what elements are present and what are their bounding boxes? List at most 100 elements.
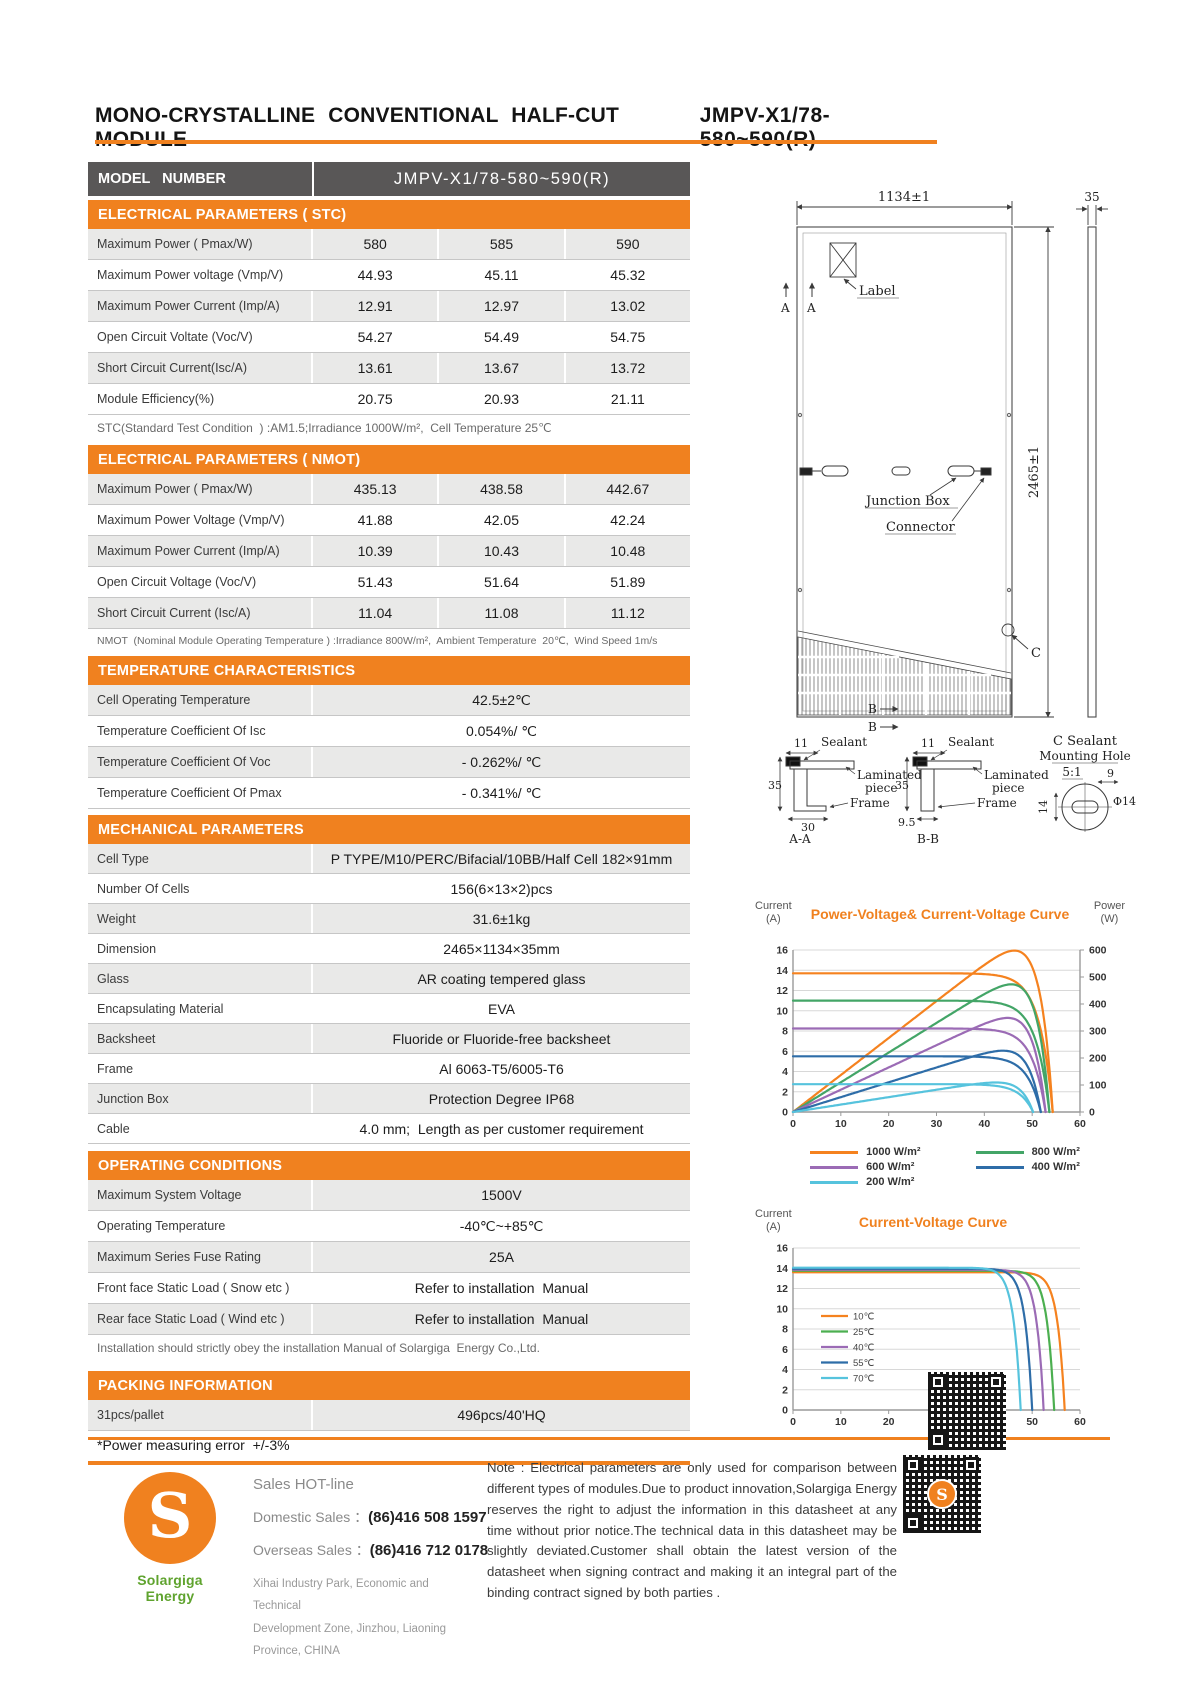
qr-finder-icon — [905, 1457, 921, 1473]
legend-item: 400 W/m² — [975, 1161, 1080, 1173]
table-row: Module Efficiency(%) 20.75 20.93 21.11 — [88, 384, 690, 415]
svg-text:12: 12 — [776, 985, 788, 997]
domestic-sales-phone: (86)416 508 1597 — [368, 1509, 487, 1526]
junction-box-group: Junction Box Connector — [799, 465, 992, 535]
sales-hotline-label: Sales HOT-line — [253, 1476, 354, 1493]
power-axis-label: Power (W) — [1094, 900, 1125, 926]
marker-a-text: A — [780, 301, 790, 315]
junction-box-text: Junction Box — [864, 494, 950, 509]
legend-item: 800 W/m² — [975, 1146, 1080, 1158]
dim-width-text: 1134±1 — [878, 190, 930, 205]
overseas-sales-phone: (86)416 712 0178 — [369, 1542, 489, 1559]
svg-text:8: 8 — [782, 1324, 788, 1336]
marker-c-text: C — [1031, 646, 1041, 661]
nmot-section: ELECTRICAL PARAMETERS ( NMOT) Maximum Po… — [88, 445, 690, 652]
section-detail-bb: 11 Sealant 35 9.5 Laminated piece Frame … — [895, 735, 1049, 846]
legend-swatch — [975, 1150, 1024, 1154]
table-row: Cable 4.0 mm; Length as per customer req… — [88, 1114, 690, 1144]
panel-side-view — [1087, 226, 1097, 718]
table-row: Glass AR coating tempered glass — [88, 964, 690, 994]
svg-text:14: 14 — [776, 965, 788, 977]
section-a-markers: A A — [780, 282, 816, 315]
legend-item: 1000 W/m² — [810, 1146, 921, 1158]
stc-note: STC(Standard Test Condition ) :AM1.5;Irr… — [97, 421, 552, 435]
laminated-piece-text: piece — [865, 781, 897, 795]
dim-height-text: 2465±1 — [1027, 446, 1042, 498]
dim-35-text: 35 — [895, 779, 909, 792]
svg-text:6: 6 — [782, 1344, 788, 1356]
svg-text:60: 60 — [1074, 1118, 1086, 1130]
table-row: Maximum Power ( Pmax/W) 435.13 438.58 44… — [88, 474, 690, 505]
marker-a-text: A — [806, 301, 816, 315]
laminated-piece-text: Laminated — [857, 768, 922, 782]
axis-unit-text: (W) — [1100, 913, 1119, 926]
svg-text:16: 16 — [776, 1243, 788, 1255]
svg-text:0: 0 — [790, 1118, 796, 1130]
nmot-header: ELECTRICAL PARAMETERS ( NMOT) — [88, 445, 690, 474]
iv-temp-chart-title: Current-Voltage Curve — [858, 1214, 1008, 1230]
pv-iv-chart: 0 2 4 6 8 10 12 14 16 0 100 200 300 400 500 600 0 10 20 30 4… — [755, 940, 1125, 1151]
svg-text:100: 100 — [1089, 1080, 1107, 1092]
temperature-table: Cell Operating Temperature 42.5±2℃ Tempe… — [88, 685, 690, 809]
axis-label-text: Power — [1093, 900, 1125, 912]
power-tolerance-note: *Power measuring error +/-3% — [97, 1437, 290, 1453]
svg-text:14: 14 — [776, 1263, 788, 1275]
table-row: Short Circuit Current (Isc/A) 11.04 11.0… — [88, 598, 690, 629]
operating-note: Installation should strictly obey the in… — [97, 1341, 540, 1355]
axis-label-text: Current — [755, 1208, 792, 1220]
legend-label: 600 W/m² — [866, 1161, 915, 1173]
stc-section: ELECTRICAL PARAMETERS ( STC) Maximum Pow… — [88, 200, 690, 441]
mechanical-section: MECHANICAL PARAMETERS Cell Type P TYPE/M… — [88, 815, 690, 1144]
pv-iv-chart-title: Power-Voltage& Current-Voltage Curve — [810, 906, 1070, 922]
current-axis-label: Current (A) — [755, 900, 792, 926]
svg-text:55℃: 55℃ — [853, 1358, 875, 1369]
table-row: Maximum Power Current (Imp/A) 10.39 10.4… — [88, 536, 690, 567]
c-sealant-text: C Sealant — [1053, 734, 1118, 749]
mounting-hole-text: Mounting Hole — [1039, 749, 1130, 763]
svg-text:10℃: 10℃ — [853, 1312, 875, 1323]
iv-temp-chart: 0246810121416010203040506010℃25℃40℃55℃70… — [755, 1240, 1125, 1447]
svg-text:10: 10 — [835, 1416, 847, 1428]
dim-95-text: 9.5 — [898, 816, 916, 829]
label-callout: Label — [829, 242, 899, 299]
table-row: Number Of Cells 156(6×13×2)pcs — [88, 874, 690, 904]
table-row: Front face Static Load ( Snow etc ) Refe… — [88, 1273, 690, 1304]
cell-grid-hatch — [797, 630, 1012, 716]
address-line: Province, CHINA — [253, 1645, 340, 1658]
temperature-section: TEMPERATURE CHARACTERISTICS Cell Operati… — [88, 656, 690, 809]
table-row: Open Circuit Voltate (Voc/V) 54.27 54.49… — [88, 322, 690, 353]
footer-divider — [88, 1437, 1110, 1440]
svg-text:30: 30 — [931, 1118, 943, 1130]
table-row: Temperature Coefficient Of Isc 0.054%/ ℃ — [88, 716, 690, 747]
svg-text:400: 400 — [1089, 999, 1107, 1011]
thickness-dimension: 35 — [1076, 190, 1108, 225]
table-row: Frame Al 6063-T5/6005-T6 — [88, 1054, 690, 1084]
table-row: Operating Temperature -40℃~+85℃ — [88, 1211, 690, 1242]
qr-finder-icon — [930, 1432, 946, 1448]
svg-text:500: 500 — [1089, 972, 1107, 984]
logo-mark: S — [124, 1472, 216, 1564]
table-row: Maximum System Voltage 1500V — [88, 1180, 690, 1211]
table-row: Maximum Power ( Pmax/W) 580 585 590 — [88, 229, 690, 260]
table-row: Maximum Power Voltage (Vmp/V) 41.88 42.0… — [88, 505, 690, 536]
svg-text:0: 0 — [782, 1107, 788, 1119]
svg-text:20: 20 — [883, 1416, 895, 1428]
table-row: Weight 31.6±1kg — [88, 904, 690, 934]
svg-text:2: 2 — [782, 1384, 788, 1396]
company-address: Xihai Industry Park, Economic and Techni… — [253, 1573, 478, 1663]
svg-text:0: 0 — [1089, 1107, 1095, 1119]
title-divider — [95, 140, 937, 144]
legal-note: Note : Electrical parameters are only us… — [487, 1460, 897, 1601]
dim-9-text: 9 — [1107, 767, 1114, 780]
operating-section: OPERATING CONDITIONS Maximum System Volt… — [88, 1151, 690, 1361]
svg-text:25℃: 25℃ — [853, 1327, 875, 1338]
svg-text:40: 40 — [978, 1118, 990, 1130]
axis-unit-text: (A) — [766, 913, 781, 926]
svg-text:20: 20 — [883, 1118, 895, 1130]
svg-text:0: 0 — [790, 1416, 796, 1428]
frame-text: Frame — [850, 796, 890, 810]
logo-letter: S — [147, 1478, 193, 1552]
dim-11-text: 11 — [921, 737, 935, 750]
svg-text:50: 50 — [1026, 1118, 1038, 1130]
height-dimension: 2465±1 — [1014, 226, 1054, 718]
